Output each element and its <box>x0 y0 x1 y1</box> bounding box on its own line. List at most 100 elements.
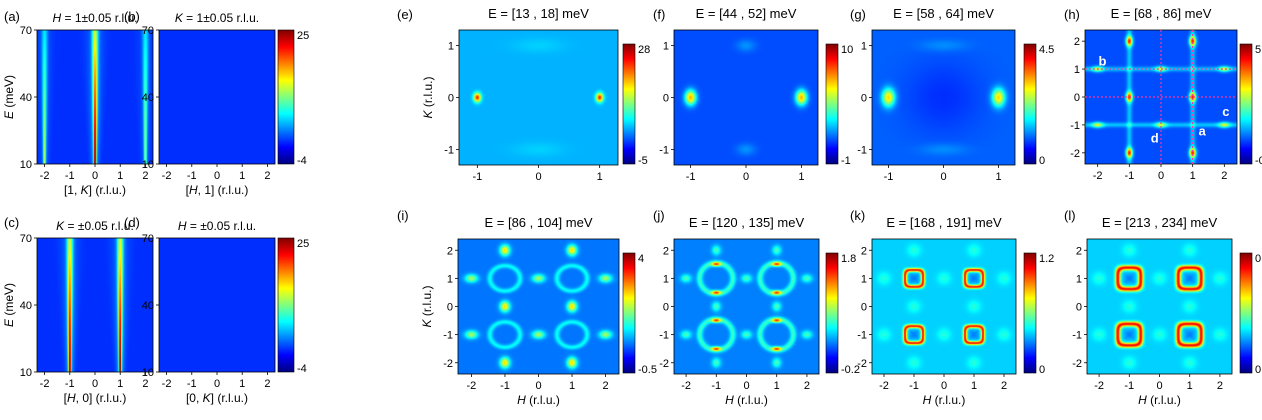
x-tick-label: -1 <box>65 170 75 182</box>
annotation-b: b <box>1098 54 1106 69</box>
ylabel-variable: K <box>421 110 435 119</box>
x-axis-label-j: H (r.l.u.) <box>725 393 768 407</box>
x-tick-label: 1 <box>995 171 1001 183</box>
y-tick-label: 10 <box>20 159 32 171</box>
panel-tag-a: (a) <box>4 9 20 24</box>
colorbar-k <box>1023 252 1037 374</box>
x-tick-label: 1 <box>774 380 780 392</box>
y-tick-label: 10 <box>142 159 154 171</box>
x-tick-label: -1 <box>884 171 894 183</box>
xlabel-post: (r.l.u.) <box>734 393 768 407</box>
colorbar-min-label: -1 <box>841 155 851 167</box>
xlabel-pre: [0, <box>186 391 203 405</box>
y-tick-label: 40 <box>142 92 154 104</box>
xlabel-variable: H <box>725 393 734 407</box>
panel-title-a: H = 1±0.05 r.l.u. <box>53 11 138 25</box>
y-tick-label: 0 <box>861 93 867 105</box>
y-tick-label: 1 <box>1076 273 1082 285</box>
colorbar-min-label: 0 <box>1039 155 1045 167</box>
x-tick-label: 1 <box>1190 170 1196 182</box>
y-tick-label: -1 <box>659 144 669 156</box>
y-tick-label: 2 <box>861 245 867 257</box>
colorbar-max-label: 4 <box>638 253 644 265</box>
heatmap-c <box>37 238 153 372</box>
panel-g: -1 0 1 -1 0 1 (g) E = [58 , 64] meV 4.5 0 <box>850 6 1054 183</box>
xlabel-pre: [ <box>64 391 68 405</box>
xlabel-post: , 0] (r.l.u.) <box>76 391 127 405</box>
heatmap-l <box>1087 239 1232 374</box>
y-axis-label-c: E (meV) <box>2 283 16 327</box>
x-tick-label: 0 <box>92 378 98 390</box>
x-tick-label: 0 <box>535 171 541 183</box>
x-axis-label-a: [1, K] (r.l.u.) <box>64 183 126 197</box>
x-tick-label: 2 <box>264 378 270 390</box>
x-tick-label: -2 <box>467 380 477 392</box>
x-tick-label: 1 <box>239 378 245 390</box>
y-tick-label: 2 <box>1074 36 1080 48</box>
xlabel-pre: [ <box>186 183 190 197</box>
annotation-d: d <box>1151 130 1159 145</box>
colorbar-i <box>622 252 636 374</box>
panel-tag-h: (h) <box>1064 7 1080 22</box>
y-tick-label: 0 <box>448 93 454 105</box>
xlabel-variable: H <box>67 391 76 405</box>
x-tick-label: -1 <box>909 380 919 392</box>
y-tick-label: 1 <box>663 41 669 53</box>
y-tick-label: 0 <box>447 302 453 314</box>
title-variable: H <box>178 219 187 233</box>
title-text: = 1±0.05 r.l.u. <box>61 11 137 25</box>
panel-title-i: E = [86 , 104] meV <box>484 215 592 230</box>
panel-tag-d: (d) <box>124 215 140 230</box>
colorbar-min-label: -5 <box>638 155 648 167</box>
x-tick-label: 1 <box>117 378 123 390</box>
y-tick-label: -1 <box>659 330 669 342</box>
x-tick-label: 0 <box>743 380 749 392</box>
y-tick-label: -1 <box>444 144 454 156</box>
y-tick-label: 0 <box>663 302 669 314</box>
ylabel-post: (r.l.u.) <box>420 285 434 319</box>
panel-tag-l: (l) <box>1064 208 1076 223</box>
x-tick-label: 1 <box>117 170 123 182</box>
x-tick-label: 1 <box>597 171 603 183</box>
panel-tag-j: (j) <box>653 208 665 223</box>
y-axis-label-i: K (r.l.u.) <box>420 285 434 327</box>
x-axis-label-b: [H, 1] (r.l.u.) <box>186 183 249 197</box>
panel-h: a b c d -2 -1 0 1 2 -2 -1 0 1 2 (h) E = [68 , 86] meV 5 -… <box>1064 6 1262 182</box>
y-tick-label: 1 <box>448 41 454 53</box>
xlabel-pre: [1, <box>64 183 81 197</box>
panel-title-f: E = [44 , 52] meV <box>696 6 797 21</box>
ylabel-variable: E <box>2 318 16 327</box>
colorbar-b <box>277 29 295 165</box>
y-tick-label: 0 <box>1074 92 1080 104</box>
xlabel-post: ] (r.l.u.) <box>211 391 248 405</box>
ylabel-variable: E <box>2 110 16 119</box>
x-tick-label: -2 <box>40 378 50 390</box>
panel-title-c: K = ±0.05 r.l.u. <box>56 219 134 233</box>
x-tick-label: -1 <box>500 380 510 392</box>
panel-title-b: K = 1±0.05 r.l.u. <box>175 11 259 25</box>
annotation-a: a <box>1199 123 1207 138</box>
colorbar-g <box>1023 43 1037 165</box>
ylabel-post: (meV) <box>2 283 16 319</box>
x-tick-label: -1 <box>686 171 696 183</box>
colorbar-min-label: 0 <box>1255 364 1261 376</box>
y-tick-label: 2 <box>1076 245 1082 257</box>
y-tick-label: -2 <box>659 358 669 370</box>
panel-f: -1 0 1 -1 0 1 (f) E = [44 , 52] meV 10 -1 <box>653 6 853 183</box>
y-tick-label: 70 <box>142 25 154 37</box>
y-tick-label: 0 <box>1076 302 1082 314</box>
colorbar-max-label: 0.6 <box>1255 253 1262 265</box>
panel-k: -2 -1 0 1 2 -2 -1 0 1 2 (k) E = [168 , 191] meV H (r… <box>850 208 1054 407</box>
x-tick-label: -2 <box>162 378 172 390</box>
y-tick-label: -2 <box>857 358 867 370</box>
x-tick-label: 0 <box>214 170 220 182</box>
xlabel-post: (r.l.u.) <box>931 393 965 407</box>
panel-tag-e: (e) <box>397 7 413 22</box>
heatmap-b <box>159 30 275 164</box>
colorbar-max-label: 1.8 <box>841 253 856 265</box>
panel-tag-b: (b) <box>124 9 140 24</box>
x-tick-label: -2 <box>40 170 50 182</box>
title-text: = ±0.05 r.l.u. <box>187 219 257 233</box>
x-tick-label: 2 <box>1001 380 1007 392</box>
